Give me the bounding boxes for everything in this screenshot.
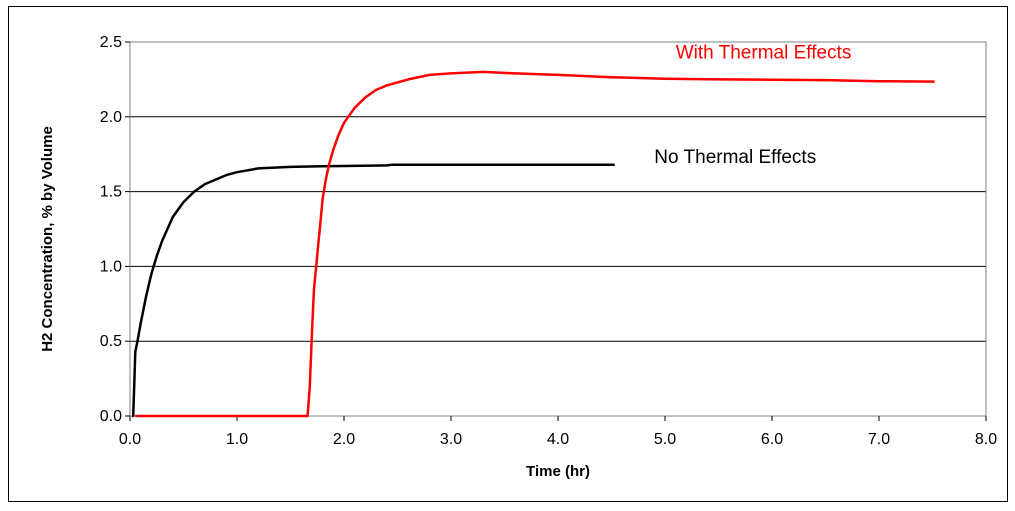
x-tick-label: 7.0 xyxy=(868,431,890,448)
series-label-with-thermal-effects: With Thermal Effects xyxy=(676,42,852,63)
y-axis-title: H2 Concentration, % by Volume xyxy=(39,126,56,352)
y-tick-label: 0.0 xyxy=(100,408,122,425)
series-line-no-thermal-effects xyxy=(131,163,615,418)
y-tick-label: 2.5 xyxy=(100,34,122,51)
gridlines xyxy=(130,116,986,342)
y-tick-label: 1.0 xyxy=(100,258,122,275)
x-tick-label: 1.0 xyxy=(226,431,248,448)
series-labels: No Thermal Effects With Thermal Effects xyxy=(654,42,851,168)
x-tick-label: 2.0 xyxy=(333,431,355,448)
x-tick-label: 6.0 xyxy=(761,431,783,448)
chart-frame xyxy=(8,6,1008,502)
x-tick-label: 3.0 xyxy=(440,431,462,448)
y-tick-label: 1.5 xyxy=(100,184,122,201)
x-tick-label: 4.0 xyxy=(547,431,569,448)
y-axis: 0.0 0.5 1.0 1.5 2.0 2.5 xyxy=(100,34,130,425)
y-tick-label: 0.5 xyxy=(100,333,122,350)
plot-area xyxy=(129,41,987,417)
x-axis: 0.0 1.0 2.0 3.0 4.0 5.0 6.0 7.0 8.0 xyxy=(119,416,997,448)
y-tick-label: 2.0 xyxy=(100,109,122,126)
x-tick-label: 5.0 xyxy=(654,431,676,448)
series-lines xyxy=(131,70,935,418)
series-line-with-thermal-effects xyxy=(135,70,935,418)
series-label-no-thermal-effects: No Thermal Effects xyxy=(654,147,816,168)
x-axis-title: Time (hr) xyxy=(526,463,590,480)
x-tick-label: 8.0 xyxy=(975,431,997,448)
x-tick-label: 0.0 xyxy=(119,431,141,448)
